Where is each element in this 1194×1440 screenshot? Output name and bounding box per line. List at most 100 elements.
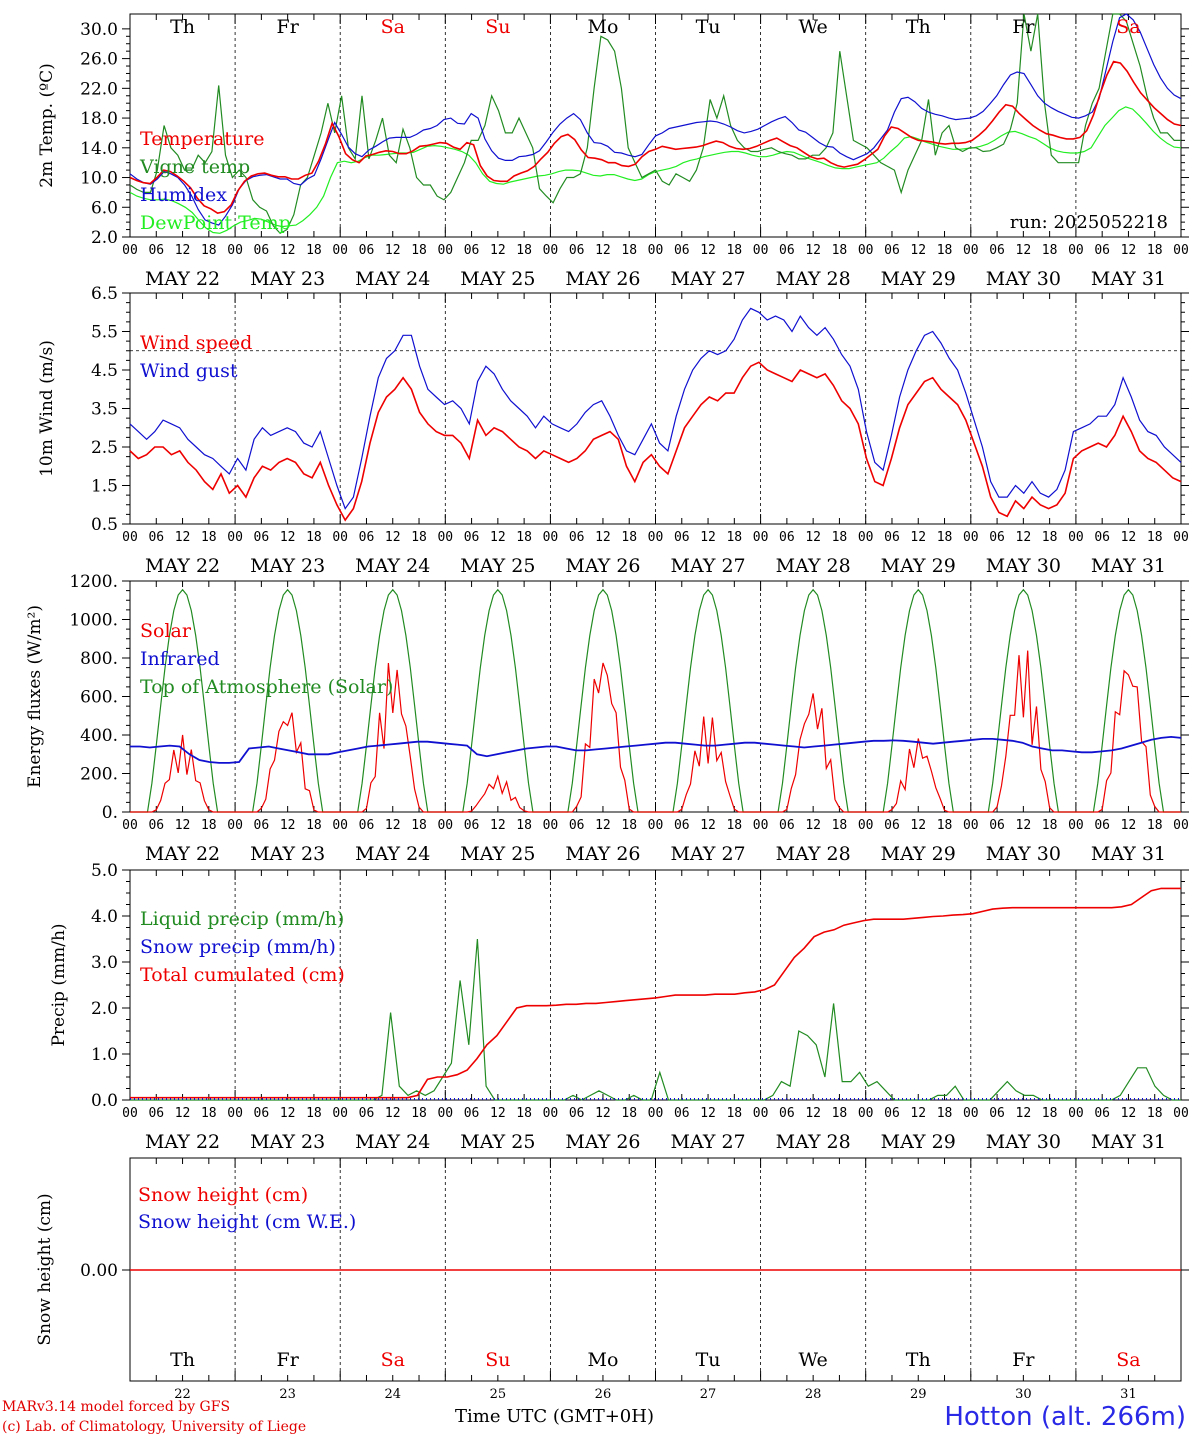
day-label: MAY 28	[776, 1131, 851, 1153]
x-tick-label: 06	[989, 530, 1005, 545]
panel-1	[122, 13, 1189, 238]
model-credit: MARv3.14 model forced by GFS	[2, 1399, 231, 1415]
x-tick-label: 06	[779, 243, 795, 258]
x-tick-label: 00	[543, 530, 559, 545]
day-label: MAY 28	[776, 843, 851, 865]
x-tick-label: 00	[753, 243, 769, 258]
y-axis-label: Energy fluxes (W/m²)	[25, 605, 45, 788]
day-number: 25	[490, 1387, 507, 1402]
x-tick-label: 00	[227, 243, 243, 258]
y-tick-label: 30.0	[80, 20, 118, 40]
x-tick-label: 00	[963, 818, 979, 833]
y-axis-label: 10m Wind (m/s)	[37, 340, 57, 477]
day-label: MAY 28	[776, 555, 851, 577]
legend-entry: Infrared	[140, 648, 220, 670]
weekday-label: Tu	[696, 1349, 721, 1371]
x-tick-label: 00	[753, 818, 769, 833]
x-tick-label: 06	[1094, 243, 1110, 258]
y-tick-label: 600.	[80, 688, 118, 708]
x-tick-label: 12	[910, 530, 926, 545]
x-tick-label: 06	[359, 243, 375, 258]
x-tick-label: 18	[937, 530, 953, 545]
x-tick-label: 00	[543, 1106, 559, 1121]
y-tick-label: 5.0	[91, 861, 118, 881]
day-label: MAY 22	[145, 555, 220, 577]
day-label: MAY 25	[460, 268, 535, 290]
x-tick-label: 12	[385, 530, 401, 545]
x-tick-label: 06	[779, 530, 795, 545]
day-label: MAY 27	[670, 268, 745, 290]
day-label: MAY 26	[565, 268, 640, 290]
day-label: MAY 30	[986, 1131, 1061, 1153]
x-tick-label: 18	[937, 1106, 953, 1121]
liquid-precip-line	[130, 938, 1181, 1101]
x-tick-label: 06	[884, 243, 900, 258]
humidex-line	[129, 13, 1182, 226]
x-tick-label: 06	[1094, 1106, 1110, 1121]
legend-entry: Snow height (cm W.E.)	[138, 1211, 356, 1233]
day-label: MAY 27	[670, 1131, 745, 1153]
weekday-label: We	[799, 16, 828, 38]
x-tick-label: 12	[1121, 818, 1137, 833]
x-tick-label: 06	[1094, 818, 1110, 833]
weekday-label: Tu	[696, 16, 721, 38]
temperature-line	[129, 60, 1182, 215]
x-tick-label: 12	[1016, 243, 1032, 258]
y-tick-label: 2.0	[91, 999, 118, 1019]
x-tick-label: 18	[411, 818, 427, 833]
x-tick-label: 00	[437, 818, 453, 833]
y-tick-label: 4.0	[91, 907, 118, 927]
weekday-label: Sa	[1116, 16, 1140, 38]
x-tick-label: 18	[1042, 530, 1058, 545]
legend-entry: Top of Atmosphere (Solar)	[140, 676, 393, 698]
y-tick-label: 6.0	[91, 198, 118, 218]
x-tick-label: 18	[1147, 243, 1163, 258]
x-tick-label: 00	[332, 1106, 348, 1121]
day-label: MAY 31	[1091, 555, 1166, 577]
x-tick-label: 00	[1068, 530, 1084, 545]
day-label: MAY 26	[565, 843, 640, 865]
x-tick-label: 06	[674, 818, 690, 833]
x-tick-label: 00	[963, 530, 979, 545]
y-tick-label: 400.	[80, 726, 118, 746]
x-tick-label: 18	[306, 818, 322, 833]
y-axis-label: Snow height (cm)	[35, 1193, 55, 1345]
lab-credit: (c) Lab. of Climatology, University of L…	[2, 1419, 307, 1435]
day-label: MAY 31	[1091, 268, 1166, 290]
x-tick-label: 00	[1173, 530, 1189, 545]
x-tick-label: 18	[621, 1106, 637, 1121]
x-tick-label: 12	[175, 818, 191, 833]
weekday-label: Th	[906, 16, 931, 38]
day-label: MAY 25	[460, 555, 535, 577]
x-tick-label: 06	[254, 530, 270, 545]
day-label: MAY 22	[145, 268, 220, 290]
x-tick-label: 12	[805, 1106, 821, 1121]
x-tick-label: 00	[332, 530, 348, 545]
day-label: MAY 30	[986, 843, 1061, 865]
x-tick-label: 00	[227, 818, 243, 833]
day-label: MAY 25	[460, 843, 535, 865]
x-tick-label: 12	[910, 1106, 926, 1121]
x-tick-label: 06	[989, 1106, 1005, 1121]
x-tick-label: 18	[1147, 818, 1163, 833]
x-tick-label: 00	[227, 1106, 243, 1121]
day-number: 22	[174, 1387, 191, 1402]
x-tick-label: 00	[437, 1106, 453, 1121]
legend-entry: Vigne temp	[139, 156, 250, 178]
weekday-label: Sa	[381, 1349, 405, 1371]
weekday-label: Fr	[277, 16, 300, 38]
day-label: MAY 29	[881, 268, 956, 290]
vigne-temp-line	[129, 13, 1181, 235]
x-tick-label: 18	[726, 530, 742, 545]
day-label: MAY 29	[881, 843, 956, 865]
y-tick-label: 22.0	[80, 79, 118, 99]
weekday-label: Th	[906, 1349, 931, 1371]
panel-3	[122, 580, 1189, 813]
y-axis-label: 2m Temp. (ºC)	[37, 63, 57, 188]
x-tick-label: 06	[1094, 530, 1110, 545]
day-label: MAY 22	[145, 1131, 220, 1153]
day-label: MAY 31	[1091, 1131, 1166, 1153]
x-tick-label: 00	[122, 1106, 138, 1121]
y-tick-label: 3.5	[91, 400, 118, 420]
